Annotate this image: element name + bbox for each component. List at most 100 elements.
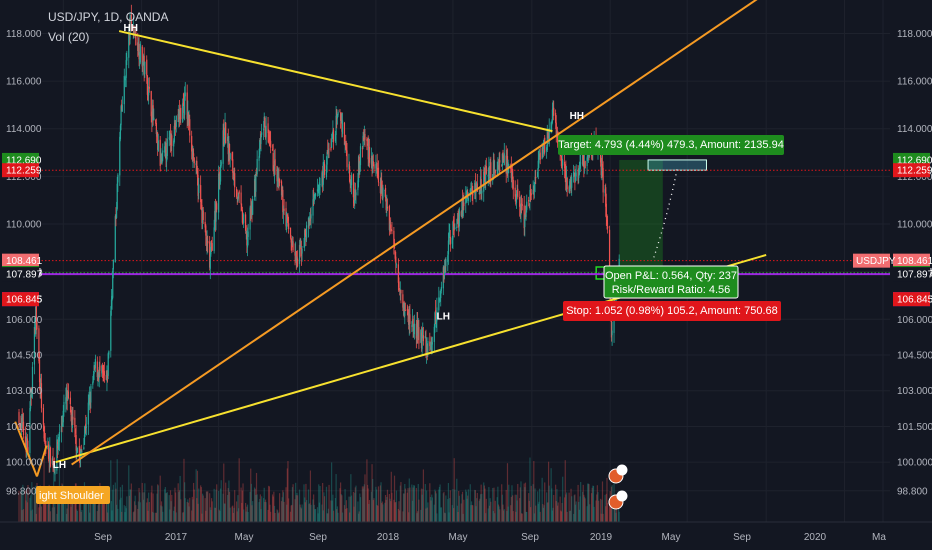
candle-down [137, 32, 139, 57]
candle-down [214, 198, 217, 232]
candle-up [121, 96, 123, 112]
candle-up [350, 172, 353, 195]
volume-bar [542, 504, 544, 522]
candle-up [144, 61, 146, 78]
candle-up [62, 415, 64, 427]
volume-bar [557, 502, 559, 522]
volume-bar [490, 501, 492, 522]
candle-body [438, 298, 441, 300]
volume-bar [474, 489, 476, 522]
candle-down [225, 122, 227, 144]
candle-body [568, 186, 570, 192]
candle-body [196, 161, 198, 171]
candle-body [579, 162, 581, 169]
candle-down [148, 77, 150, 93]
price-tag-text: 112.690 [897, 155, 932, 166]
candle-down [309, 208, 312, 226]
candle-body [151, 118, 153, 122]
candle-body [188, 119, 190, 125]
volume-bar [184, 498, 186, 522]
volume-bar [56, 513, 58, 522]
candle-body [260, 136, 262, 145]
volume-bar [512, 511, 514, 522]
volume-bar [67, 493, 69, 522]
candle-body [54, 467, 56, 475]
candle-body [164, 146, 166, 153]
volume-bar [322, 482, 324, 522]
volume-bar [175, 512, 177, 522]
volume-bar [605, 506, 607, 522]
volume-bar [323, 492, 325, 522]
candle-up [413, 324, 415, 338]
candle-down [386, 198, 389, 211]
candle-down [539, 146, 541, 165]
candle-body [85, 426, 88, 429]
candle-body [520, 203, 522, 215]
candle-body [295, 251, 297, 264]
volume-bar [56, 489, 59, 522]
candle-up [195, 160, 197, 175]
candle-body [547, 132, 549, 139]
volume-bar [135, 505, 137, 522]
candle-up [321, 170, 323, 188]
candle-up [395, 262, 398, 269]
volume-bar [395, 490, 398, 522]
candle-body [121, 105, 123, 112]
price-tag-right: 107.897 [893, 267, 932, 282]
volume-bar [556, 489, 558, 522]
volume-bar [318, 502, 321, 522]
candle-down [135, 26, 137, 46]
volume-indicator-label[interactable]: Vol (20) [48, 30, 90, 44]
volume-bar [588, 484, 590, 522]
candle-down [207, 235, 209, 253]
candle-down [528, 196, 530, 207]
candle-body [219, 165, 222, 182]
candle-down [160, 153, 163, 165]
candle-body [537, 160, 539, 170]
candle-body [316, 189, 319, 192]
candle-body [325, 165, 328, 178]
candle-down [242, 218, 244, 224]
volume-bar [388, 494, 390, 522]
candle-down [269, 131, 271, 146]
candle-body [431, 344, 433, 348]
candle-down [368, 138, 371, 168]
candle-body [397, 264, 399, 283]
candle-body [319, 184, 321, 185]
volume-bar [201, 513, 203, 522]
candle-up [178, 104, 180, 128]
candle-body [394, 250, 396, 259]
candle-down [533, 185, 535, 200]
candle-up [331, 132, 333, 143]
candle-body [463, 202, 465, 207]
candle-up [142, 60, 144, 76]
candle-body [420, 332, 423, 349]
volume-bar [546, 492, 548, 522]
volume-bar [560, 510, 562, 522]
volume-bar [599, 498, 602, 522]
candle-up [314, 192, 316, 199]
candle-down [364, 129, 366, 147]
candle-body [255, 171, 258, 175]
volume-bar [335, 474, 337, 522]
volume-bar [168, 495, 170, 522]
candle-up [382, 184, 384, 208]
volume-bar [85, 499, 87, 522]
volume-bar [264, 501, 266, 522]
candle-body [379, 182, 381, 194]
candle-up [363, 125, 365, 146]
volume-bar [166, 492, 168, 522]
candle-body [336, 117, 338, 119]
volume-bar [44, 498, 46, 522]
candle-body [497, 165, 500, 170]
candle-body [27, 447, 29, 454]
candle-up [173, 115, 175, 144]
candle-down [323, 159, 326, 179]
candle-body [237, 192, 240, 199]
candle-body [377, 168, 379, 170]
candle-body [144, 61, 146, 75]
volume-bar [318, 484, 320, 522]
volume-bar [577, 484, 579, 522]
candle-down [89, 391, 91, 414]
